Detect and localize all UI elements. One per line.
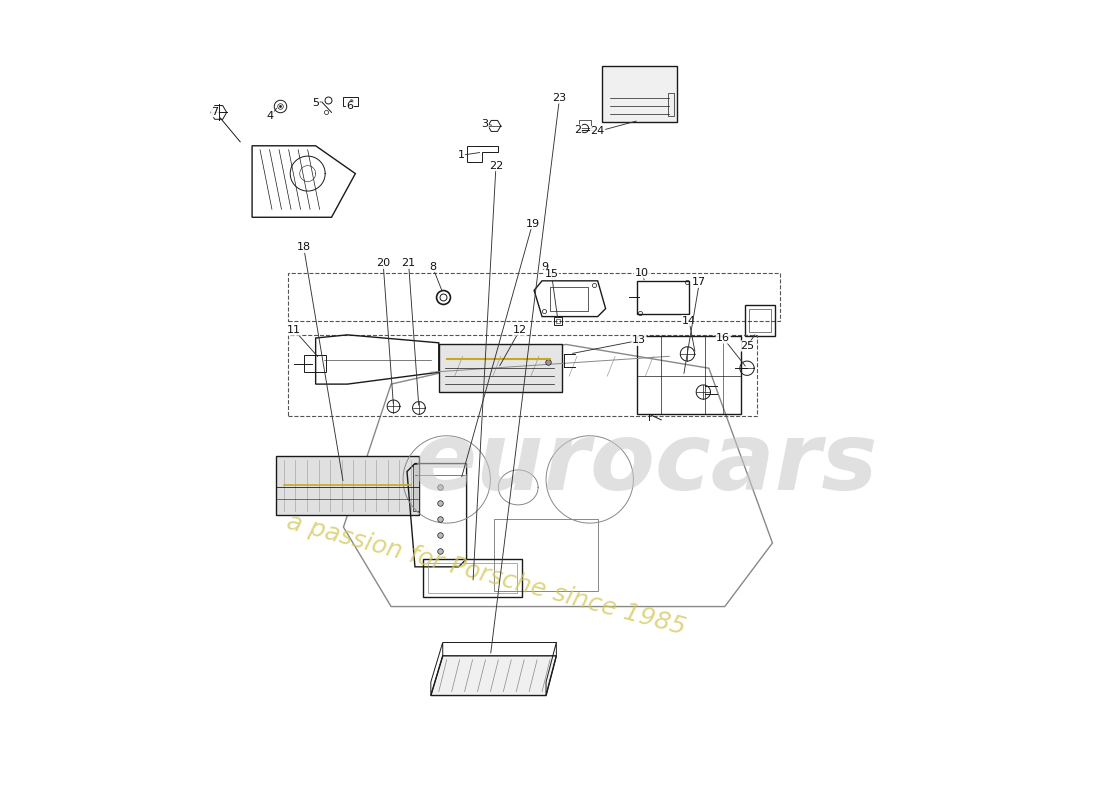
- Text: 16: 16: [716, 333, 730, 343]
- Text: 2: 2: [574, 125, 582, 135]
- Bar: [579, 119, 592, 127]
- Bar: [304, 354, 326, 372]
- Text: 6: 6: [346, 101, 353, 111]
- Bar: [429, 563, 517, 593]
- Bar: [749, 309, 771, 333]
- Text: 13: 13: [632, 335, 646, 346]
- Text: 8: 8: [429, 262, 436, 271]
- Text: 12: 12: [513, 325, 527, 335]
- Bar: [414, 463, 419, 511]
- Text: a passion for Porsche since 1985: a passion for Porsche since 1985: [284, 510, 689, 640]
- Text: 17: 17: [692, 278, 706, 287]
- Bar: [276, 456, 419, 515]
- Bar: [422, 559, 522, 597]
- Bar: [745, 305, 774, 337]
- Text: 14: 14: [682, 315, 696, 326]
- Bar: [439, 344, 562, 392]
- Text: 25: 25: [740, 341, 755, 351]
- Text: eurocars: eurocars: [412, 418, 878, 510]
- Text: 9: 9: [541, 262, 549, 271]
- Polygon shape: [431, 656, 557, 695]
- Text: 1: 1: [458, 150, 464, 160]
- Text: 10: 10: [635, 268, 648, 278]
- Bar: [343, 97, 358, 106]
- Text: 18: 18: [297, 242, 311, 253]
- Text: 22: 22: [488, 161, 503, 170]
- Text: 7: 7: [211, 106, 218, 117]
- Text: 24: 24: [591, 126, 605, 137]
- Bar: [668, 94, 674, 115]
- Text: 20: 20: [376, 258, 390, 268]
- Text: 5: 5: [312, 98, 319, 108]
- Text: 4: 4: [267, 111, 274, 122]
- Text: 19: 19: [526, 218, 540, 229]
- Bar: [494, 519, 597, 590]
- Text: 15: 15: [544, 270, 559, 279]
- Bar: [602, 66, 678, 122]
- Text: 23: 23: [552, 93, 567, 103]
- Bar: [550, 287, 588, 311]
- Text: 21: 21: [402, 258, 416, 268]
- Text: 3: 3: [482, 118, 488, 129]
- Text: 11: 11: [287, 325, 301, 335]
- Bar: [637, 281, 689, 314]
